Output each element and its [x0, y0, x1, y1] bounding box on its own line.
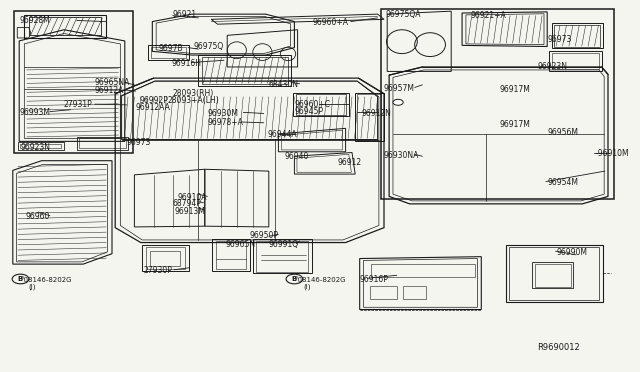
- Text: 96916H: 96916H: [172, 60, 202, 68]
- Text: 96960: 96960: [26, 212, 50, 221]
- Text: 96923N: 96923N: [538, 62, 568, 71]
- Text: 96950P: 96950P: [250, 231, 278, 240]
- Text: 96912AA: 96912AA: [136, 103, 170, 112]
- Text: 96944A: 96944A: [268, 130, 297, 139]
- Circle shape: [393, 99, 403, 105]
- Text: 96930NA: 96930NA: [384, 151, 419, 160]
- Text: 96954M: 96954M: [547, 178, 578, 187]
- Text: 96975QA: 96975QA: [386, 10, 421, 19]
- Text: 68794P: 68794P: [173, 199, 202, 208]
- Text: 96912A: 96912A: [95, 86, 124, 95]
- Text: 96913M: 96913M: [174, 207, 205, 216]
- Text: (J): (J): [29, 284, 36, 291]
- Text: (I): (I): [303, 284, 311, 291]
- Text: 96973: 96973: [547, 35, 572, 44]
- Text: 68430N: 68430N: [269, 80, 299, 89]
- Text: 96930M: 96930M: [208, 109, 239, 118]
- Text: 96990M: 96990M: [557, 248, 588, 257]
- Text: B: B: [292, 276, 297, 282]
- Text: 96960+A: 96960+A: [312, 18, 348, 27]
- Text: 96965N: 96965N: [225, 240, 255, 249]
- Text: 96917M: 96917M: [499, 120, 530, 129]
- Text: 96991Q: 96991Q: [269, 240, 299, 249]
- Text: 27930P: 27930P: [144, 266, 173, 275]
- Text: 96978+A: 96978+A: [208, 118, 244, 127]
- Text: 28093+A(LH): 28093+A(LH): [168, 96, 220, 105]
- Text: 96992P: 96992P: [140, 96, 168, 105]
- Text: 27931P: 27931P: [64, 100, 93, 109]
- Text: 9697B: 9697B: [159, 44, 183, 53]
- Text: 96921: 96921: [173, 10, 197, 19]
- Text: °08146-8202G: °08146-8202G: [294, 277, 346, 283]
- Text: 96957M: 96957M: [384, 84, 415, 93]
- Text: 96965NA: 96965NA: [95, 78, 130, 87]
- Text: 28093(RH): 28093(RH): [173, 89, 214, 98]
- Text: 96917M: 96917M: [499, 85, 530, 94]
- Text: 96912: 96912: [338, 158, 362, 167]
- Text: -96910M: -96910M: [595, 149, 629, 158]
- Text: 96916P: 96916P: [360, 275, 388, 284]
- Text: °08146-8202G: °08146-8202G: [20, 277, 72, 283]
- Text: 96910A: 96910A: [178, 193, 207, 202]
- Text: R9690012: R9690012: [538, 343, 580, 352]
- Circle shape: [12, 274, 29, 284]
- Text: 96921+A: 96921+A: [470, 11, 506, 20]
- Text: 96945P: 96945P: [294, 107, 323, 116]
- Text: 96973: 96973: [127, 138, 151, 147]
- Text: 96993M: 96993M: [19, 108, 50, 117]
- Text: 96912N: 96912N: [362, 109, 392, 118]
- Text: 96960+C: 96960+C: [294, 100, 330, 109]
- Text: B: B: [18, 276, 23, 282]
- Text: 96940: 96940: [285, 152, 309, 161]
- Text: 96923N: 96923N: [20, 143, 51, 152]
- Text: 96928M: 96928M: [19, 16, 50, 25]
- Text: 96956M: 96956M: [547, 128, 578, 137]
- Text: 96975Q: 96975Q: [194, 42, 224, 51]
- Circle shape: [286, 274, 303, 284]
